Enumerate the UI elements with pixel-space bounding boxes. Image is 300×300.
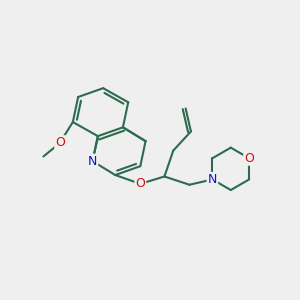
Text: N: N: [208, 173, 217, 186]
Text: N: N: [88, 155, 97, 168]
Text: O: O: [244, 152, 254, 165]
Text: O: O: [55, 136, 65, 149]
Text: O: O: [135, 177, 145, 190]
Text: N: N: [208, 173, 217, 186]
